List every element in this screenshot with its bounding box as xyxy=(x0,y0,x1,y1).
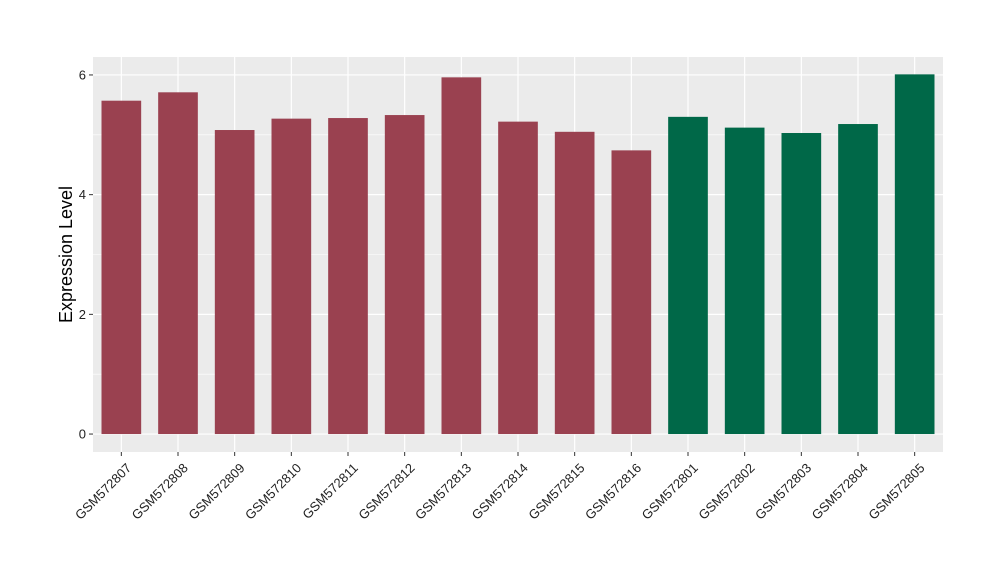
bar xyxy=(554,131,595,435)
bar xyxy=(384,115,425,435)
y-tick-label: 6 xyxy=(79,67,86,82)
bars xyxy=(101,74,935,435)
bar xyxy=(271,118,312,435)
x-tick-label: GSM572808 xyxy=(129,460,191,522)
y-axis: 0 2 4 6 xyxy=(79,67,93,442)
x-axis: GSM572807GSM572808GSM572809GSM572810GSM5… xyxy=(72,452,928,523)
x-tick-label: GSM572802 xyxy=(695,460,757,522)
bar xyxy=(214,130,255,435)
x-tick-label: GSM572814 xyxy=(469,460,531,522)
bar xyxy=(441,77,482,435)
y-axis-title: Expression Level xyxy=(56,186,76,323)
y-tick-label: 0 xyxy=(79,427,86,442)
bar xyxy=(838,124,878,435)
x-tick-label: GSM572809 xyxy=(185,460,247,522)
x-tick-label: GSM572816 xyxy=(582,460,644,522)
bar xyxy=(498,121,538,435)
x-tick-label: GSM572813 xyxy=(412,460,474,522)
bar xyxy=(668,116,708,435)
x-tick-label: GSM572815 xyxy=(525,460,587,522)
bar xyxy=(611,150,652,435)
x-tick-label: GSM572804 xyxy=(809,460,871,522)
bar xyxy=(781,133,822,435)
bar xyxy=(101,100,142,435)
y-tick-label: 2 xyxy=(79,307,86,322)
bar xyxy=(894,74,935,435)
x-tick-label: GSM572812 xyxy=(355,460,417,522)
bar xyxy=(724,127,765,435)
y-tick-label: 4 xyxy=(79,187,86,202)
x-tick-label: GSM572811 xyxy=(299,460,361,522)
x-tick-label: GSM572801 xyxy=(639,460,701,522)
bar xyxy=(158,92,198,435)
x-tick-label: GSM572807 xyxy=(72,460,134,522)
x-tick-label: GSM572805 xyxy=(865,460,927,522)
x-tick-label: GSM572803 xyxy=(752,460,814,522)
x-tick-label: GSM572810 xyxy=(242,460,304,522)
bar xyxy=(328,118,368,435)
